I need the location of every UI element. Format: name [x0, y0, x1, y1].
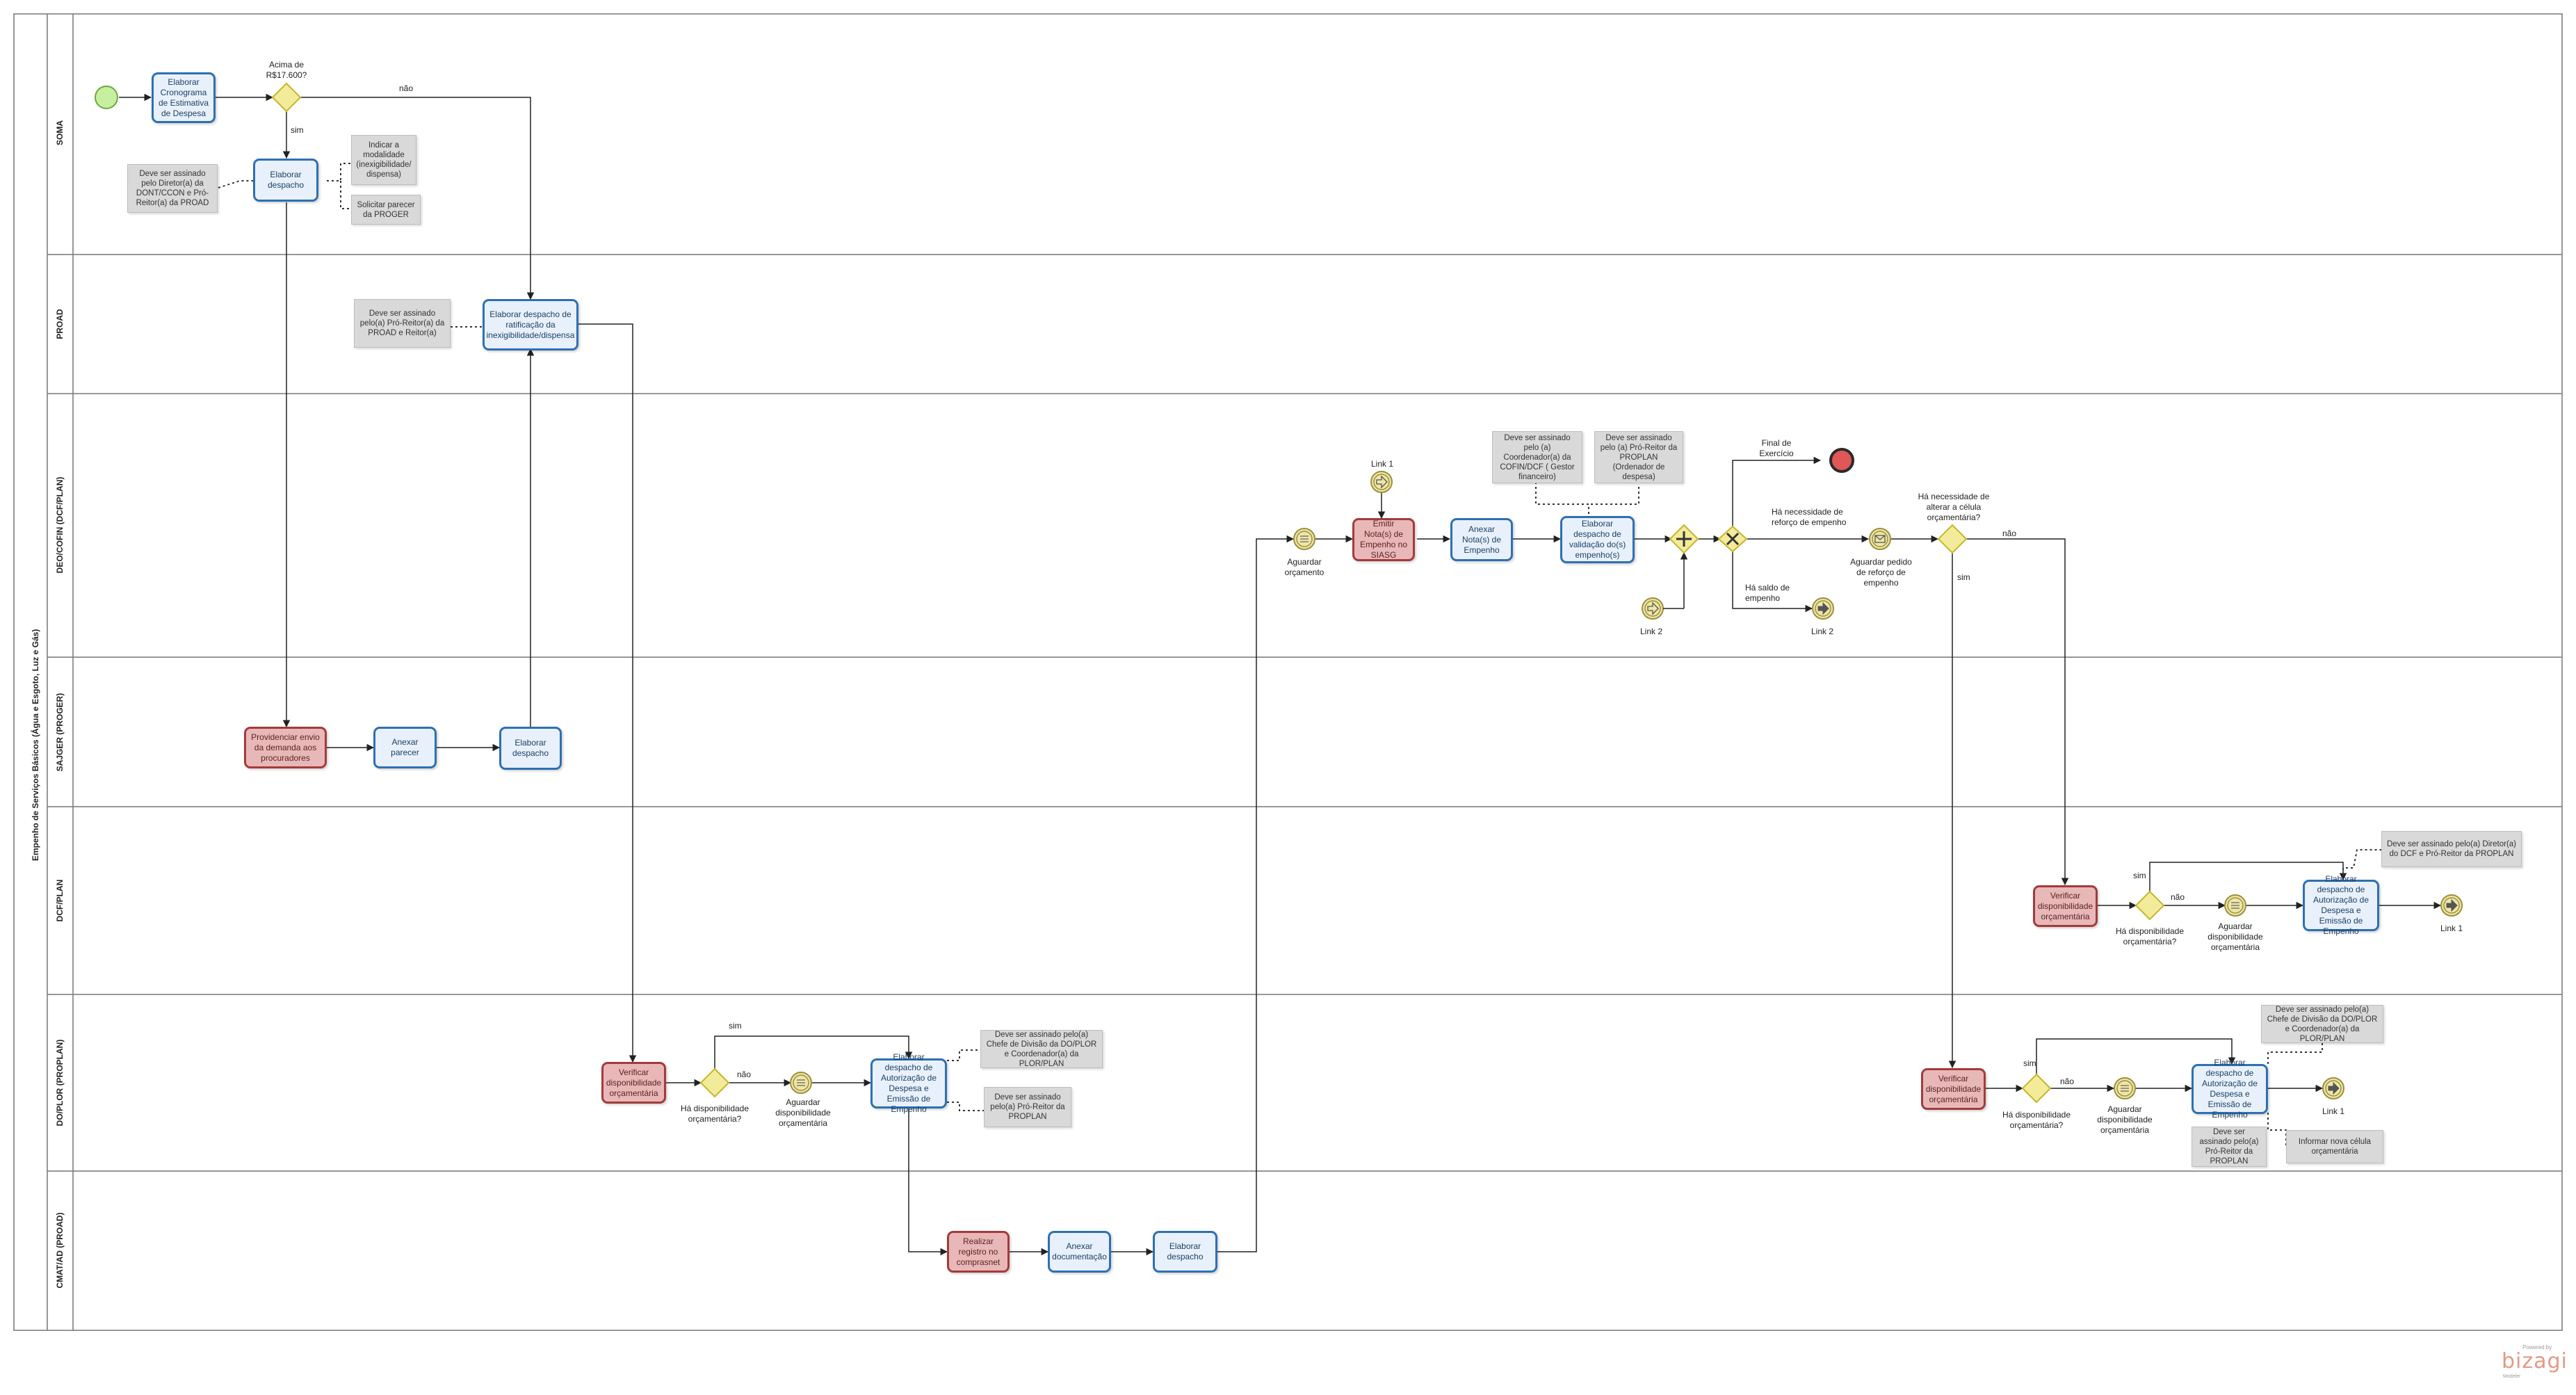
task-realizar-registro-comprasnet[interactable]: Realizar registro no comprasnet	[947, 1231, 1010, 1273]
label-nao-dcf: não	[2171, 892, 2185, 902]
task-verificar-disponibilidade-doplor[interactable]: Verificar disponibilidade orçamentária	[601, 1062, 666, 1104]
label-aguardar-reforco: Aguardar pedido de reforço de empenho	[1850, 557, 1912, 588]
task-elaborar-despacho-autorizacao-doplor-2[interactable]: Elaborar despacho de Autorização de Desp…	[2192, 1058, 2268, 1120]
label-nao-1: não	[399, 83, 414, 93]
label-sim-doplor-2: sim	[2023, 1058, 2036, 1068]
pool-name: Empenho de Serviços Básicos (Água e Esgo…	[31, 629, 40, 861]
label-aguardar-orcamento: Aguardar orçamento	[1284, 557, 1325, 577]
annotation-assinatura-doplor: Deve ser assinado pelo(a) Chefe de Divis…	[980, 1030, 1103, 1068]
gateway-above-limit-icon	[271, 82, 302, 113]
bizagi-modeler-label: Modeler	[2503, 1374, 2521, 1379]
link-throw-2-icon	[1812, 597, 1834, 620]
timer-event-avail-1-icon	[790, 1072, 812, 1094]
task-elaborar-despacho-sajger[interactable]: Elaborar despacho	[499, 727, 562, 770]
label-aguardar-disponibilidade-dcf: Aguardar disponibilidade orçamentária	[2208, 921, 2263, 952]
powered-by-label: Powered by	[2522, 1344, 2552, 1350]
annotation-indicar-modalidade: Indicar a modalidade (inexigibilidade/ d…	[351, 135, 416, 185]
task-providenciar-envio[interactable]: Providenciar envio da demanda aos procur…	[244, 727, 327, 768]
timer-event-avail-3-icon	[2114, 1077, 2136, 1099]
label-acima-limite: Acima de R$17.600?	[266, 60, 307, 80]
annotation-assinatura-proplan-1: Deve ser assinado pelo(a) Pró-Reitor da …	[984, 1087, 1071, 1127]
lane-dcf-plan: DCF/PLAN	[55, 879, 65, 922]
parallel-gateway-icon	[1669, 524, 1699, 554]
task-elaborar-despacho-soma[interactable]: Elaborar despacho	[253, 159, 318, 202]
label-link2-throw: Link 2	[1811, 627, 1834, 636]
label-aguardar-disponibilidade-doplor-2: Aguardar disponibilidade orçamentária	[2097, 1104, 2153, 1135]
annotation-assinatura-proad: Deve ser assinado pelo(a) Pró-Reitor(a) …	[354, 299, 451, 348]
label-saldo-empenho: Há saldo de empenho	[1745, 583, 1790, 603]
label-aguardar-disponibilidade-doplor: Aguardar disponibilidade orçamentária	[775, 1097, 831, 1128]
task-emitir-nota-empenho[interactable]: Emitir Nota(s) de Empenho no SIASG	[1352, 518, 1415, 561]
label-nao-doplor-2: não	[2060, 1077, 2075, 1086]
task-verificar-disponibilidade-dcf[interactable]: Verificar disponibilidade orçamentária	[2033, 885, 2098, 927]
label-link2-catch: Link 2	[1640, 627, 1663, 636]
gateway-availability-dcf-icon	[2134, 890, 2165, 921]
lane-proad: PROAD	[55, 309, 65, 339]
annotation-assinatura-proplan-2: Deve ser assinado pelo(a) Pró-Reitor da …	[2192, 1127, 2267, 1167]
lane-cmat: CMAT/AD (PROAD)	[55, 1212, 65, 1289]
gateway-availability-proplan2-icon	[2021, 1073, 2052, 1104]
annotation-assinatura-dont: Deve ser assinado pelo Diretor(a) da DON…	[127, 164, 218, 213]
pool-frame	[13, 13, 2563, 1331]
lane-sajger: SAJGER (PROGER)	[55, 693, 65, 772]
annotation-assinatura-doplor-2: Deve ser assinado pelo(a) Chefe de Divis…	[2261, 1005, 2383, 1043]
annotation-solicitar-parecer: Solicitar parecer da PROGER	[351, 195, 421, 225]
lane-soma: SOMA	[55, 120, 65, 145]
start-event-icon	[95, 86, 118, 109]
timer-event-budget-icon	[1293, 528, 1315, 550]
task-verificar-disponibilidade-doplor-2[interactable]: Verificar disponibilidade orçamentária	[1921, 1068, 1986, 1110]
link-throw-1b-icon	[2322, 1077, 2344, 1099]
label-necessidade-reforco: Há necessidade de reforço de empenho	[1772, 507, 1847, 527]
end-event-icon	[1829, 448, 1854, 473]
bizagi-logo: bizagi	[2502, 1349, 2568, 1373]
task-elaborar-despacho-autorizacao-doplor[interactable]: Elaborar despacho de Autorização de Desp…	[870, 1052, 947, 1114]
task-elaborar-despacho-cmat[interactable]: Elaborar despacho	[1153, 1231, 1217, 1273]
gateway-availability-proplan-icon	[699, 1067, 730, 1098]
label-sim-doplor: sim	[729, 1021, 742, 1031]
label-ha-disponibilidade-dcf: Há disponibilidade orçamentária?	[2115, 926, 2185, 946]
label-link1-catch: Link 1	[1371, 459, 1394, 469]
exclusive-x-gateway-icon	[1717, 525, 1748, 553]
task-elaborar-despacho-ratificacao[interactable]: Elaborar despacho de ratificação da inex…	[483, 299, 578, 350]
task-elaborar-cronograma[interactable]: Elaborar Cronograma de Estimativa de Des…	[152, 72, 216, 123]
link-throw-1a-icon	[2440, 894, 2463, 917]
task-anexar-documentacao[interactable]: Anexar documentação	[1048, 1231, 1111, 1273]
lane-doplor: DO/PLOR (PROPLAN)	[55, 1039, 65, 1127]
annotation-assinatura-cofin: Deve ser assinado pelo (a) Coordenador(a…	[1492, 431, 1582, 483]
label-alterar-celula: Há necessidade de alterar a célula orçam…	[1918, 492, 1990, 522]
task-anexar-parecer[interactable]: Anexar parecer	[373, 727, 437, 768]
label-ha-disponibilidade-doplor: Há disponibilidade orçamentária?	[680, 1104, 750, 1124]
annotation-assinatura-dcf: Deve ser assinado pelo(a) Diretor(a) do …	[2381, 831, 2522, 867]
label-final-exercicio: Final de Exercício	[1759, 438, 1794, 458]
task-anexar-nota-empenho[interactable]: Anexar Nota(s) de Empenho	[1450, 518, 1513, 561]
annotation-nova-celula: Informar nova célula orçamentária	[2286, 1130, 2383, 1163]
annotation-assinatura-proplan-ordenador: Deve ser assinado pelo (a) Pró-Reitor da…	[1594, 431, 1683, 483]
label-sim-1: sim	[291, 125, 304, 135]
lane-deo-cofin: DEO/COFIN (DCF/PLAN)	[55, 476, 65, 574]
label-sim-celula: sim	[1957, 572, 1970, 582]
label-link1-throw-b: Link 1	[2322, 1106, 2345, 1116]
label-sim-dcf: sim	[2133, 871, 2146, 880]
link-catch-1-icon	[1370, 471, 1393, 493]
task-elaborar-despacho-validacao[interactable]: Elaborar despacho de validação do(s) emp…	[1560, 516, 1635, 563]
label-nao-doplor: não	[737, 1070, 752, 1079]
timer-event-avail-2-icon	[2224, 894, 2246, 917]
task-elaborar-despacho-autorizacao-dcf[interactable]: Elaborar despacho de Autorização de Desp…	[2303, 874, 2379, 936]
label-nao-celula: não	[2002, 529, 2017, 538]
message-event-reinforce-icon	[1869, 528, 1891, 550]
sequence-flows	[119, 93, 2442, 1256]
gateways	[271, 82, 2165, 1104]
gateway-change-cell-icon	[1937, 524, 1968, 554]
link-catch-2-icon	[1642, 597, 1664, 620]
label-ha-disponibilidade-doplor-2: Há disponibilidade orçamentária?	[2002, 1110, 2071, 1130]
label-link1-throw-a: Link 1	[2440, 924, 2463, 933]
